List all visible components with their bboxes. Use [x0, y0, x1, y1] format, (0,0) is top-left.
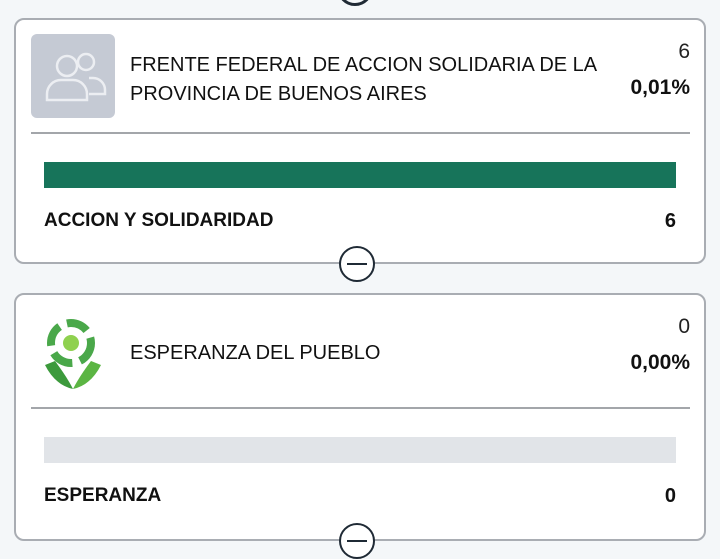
party-card: ESPERANZA DEL PUEBLO 0 0,00% ESPERANZA 0	[14, 293, 706, 559]
party-percent: 0,00%	[630, 351, 690, 374]
divider	[31, 407, 690, 409]
collapse-toggle-minus-icon[interactable]	[339, 523, 375, 559]
divider	[31, 132, 690, 134]
party-votes: 6	[678, 40, 690, 63]
collapse-toggle-previous[interactable]	[337, 0, 373, 6]
list-vote-bar-fill	[44, 162, 676, 188]
party-name: FRENTE FEDERAL DE ACCION SOLIDARIA DE LA…	[130, 54, 597, 105]
esperanza-del-pueblo-logo	[31, 309, 115, 393]
list-vote-bar	[44, 162, 676, 188]
list-votes: 6	[664, 210, 676, 232]
list-vote-bar	[44, 437, 676, 463]
list-name: ESPERANZA	[44, 485, 162, 506]
collapse-toggle-minus-icon[interactable]	[339, 246, 375, 282]
list-votes: 0	[664, 485, 676, 507]
party-percent: 0,01%	[630, 76, 690, 99]
users-placeholder-icon	[31, 34, 115, 118]
list-name: ACCION Y SOLIDARIDAD	[44, 210, 274, 231]
party-name: ESPERANZA DEL PUEBLO	[130, 342, 381, 364]
party-card: FRENTE FEDERAL DE ACCION SOLIDARIA DE LA…	[14, 18, 706, 282]
party-votes: 0	[678, 315, 690, 338]
